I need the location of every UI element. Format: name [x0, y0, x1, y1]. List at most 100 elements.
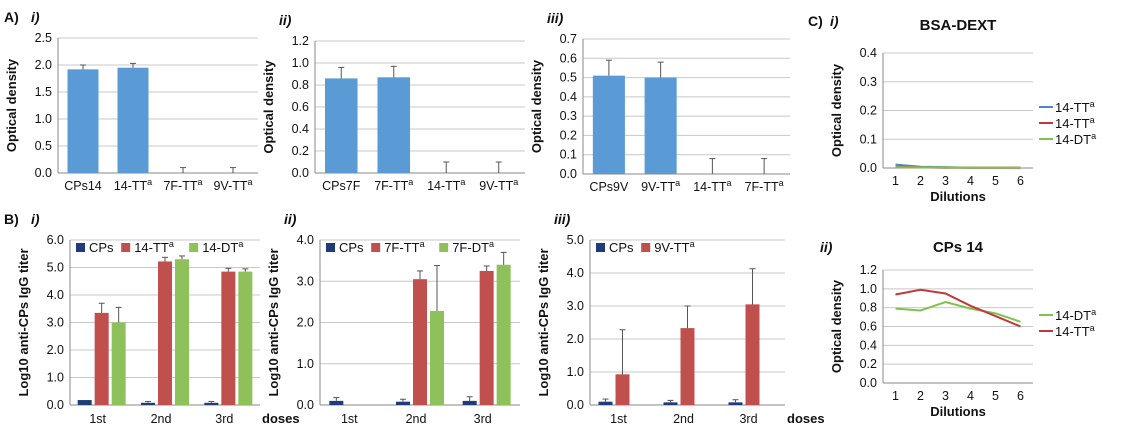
x-tick-label: 14-TTa [427, 177, 465, 193]
y-tick-label: 6.0 [47, 233, 64, 247]
bar [396, 401, 410, 405]
x-tick-label: 14-TTa [114, 177, 152, 193]
y-axis-label: Optical density [829, 279, 844, 373]
legend-label: 14-TTa [134, 239, 174, 255]
legend-swatch [641, 243, 651, 252]
x-tick-label: 1 [892, 174, 899, 188]
x-tick-label: CPs14 [64, 179, 102, 193]
panel-label: C) [808, 13, 823, 29]
bar [117, 67, 149, 173]
x-axis-label: doses [787, 411, 825, 426]
bar [329, 400, 344, 405]
y-tick-label: 0.4 [292, 122, 309, 136]
legend-swatch [76, 243, 85, 252]
bar [77, 400, 92, 405]
y-tick-label: 1.0 [292, 56, 309, 70]
x-tick-label: 6 [1017, 174, 1024, 188]
x-tick-label: 3rd [215, 412, 233, 426]
legend-label: 14-DTa [1055, 131, 1096, 147]
x-axis-label: Dilutions [930, 189, 986, 204]
y-axis-label: Optical density [4, 58, 19, 152]
y-tick-label: 0.2 [860, 357, 877, 371]
legend-swatch [326, 243, 335, 252]
bar [430, 310, 444, 405]
y-tick-label: 3.0 [47, 316, 64, 330]
bar [479, 270, 494, 405]
y-tick-label: 2.0 [47, 343, 64, 357]
bar [663, 402, 678, 405]
y-axis-label: Optical density [829, 63, 844, 157]
y-axis-label: Optical density [529, 59, 544, 153]
x-tick-label: 7F-TTa [745, 178, 784, 194]
legend-label: CPs [89, 240, 114, 255]
x-tick-label: 6 [1017, 389, 1024, 403]
y-tick-label: 0.0 [47, 398, 64, 412]
y-tick-label: 0.2 [860, 104, 877, 118]
y-tick-label: 0.4 [560, 90, 577, 104]
x-tick-label: 2 [917, 389, 924, 403]
bar [158, 261, 172, 405]
y-tick-label: 0.1 [560, 148, 577, 162]
x-axis-label: doses [262, 411, 300, 426]
chart-title: BSA-DEXT [920, 17, 997, 34]
y-tick-label: 0.0 [860, 376, 877, 390]
y-tick-label: 0.8 [292, 78, 309, 92]
legend-swatch [121, 243, 131, 252]
bar [141, 402, 155, 405]
subpanel-label: iii) [547, 10, 564, 26]
legend-label: 14-TTa [1055, 99, 1095, 115]
bar [111, 322, 126, 405]
bar [94, 312, 109, 405]
legend-label: 14-TTa [1055, 323, 1095, 339]
x-axis-label: Dilutions [930, 404, 986, 419]
bar [221, 271, 236, 405]
subpanel-label: ii) [279, 12, 292, 28]
y-tick-label: 2.5 [35, 31, 52, 45]
x-tick-label: 3rd [739, 412, 757, 426]
bar [67, 69, 99, 173]
chart-b-i: 0.0 1.0 2.0 3.0 4.0 5.0 6.0 Log10 anti-CPs IgG … [4, 211, 300, 426]
bar [745, 304, 760, 405]
y-tick-label: 0.6 [860, 320, 877, 334]
series-line [895, 300, 1021, 323]
x-tick-label: 9V-TTa [479, 177, 518, 193]
y-tick-label: 1.0 [567, 365, 584, 379]
y-tick-label: 5.0 [47, 261, 64, 275]
legend-label: CPs [339, 240, 364, 255]
bar [598, 401, 613, 405]
y-tick-label: 0.3 [560, 109, 577, 123]
y-tick-label: 0.7 [560, 32, 577, 46]
legend-label: 7F-DTa [452, 239, 494, 255]
y-tick-label: 0.1 [860, 132, 877, 146]
y-tick-label: 1.0 [47, 371, 64, 385]
x-tick-label: 14-TTa [693, 178, 731, 194]
x-tick-label: 1st [610, 412, 627, 426]
x-tick-label: 5 [992, 389, 999, 403]
bar [615, 374, 630, 405]
subpanel-label: ii) [284, 211, 297, 227]
bar [592, 75, 625, 174]
x-tick-label: 7F-TTa [374, 177, 413, 193]
series-line [895, 288, 1021, 328]
y-axis-label: Optical density [261, 60, 276, 154]
chart-b-ii: 0.0 1.0 2.0 3.0 4.0 Log10 anti-CPs IgG titer i… [266, 211, 520, 426]
legend-swatch [189, 243, 199, 252]
legend-label: 14-DTa [1055, 307, 1096, 323]
chart-a-i: 0.0 0.5 1.0 1.5 2.0 2.5 Optical density A) i) CPs… [4, 9, 258, 193]
y-tick-label: 4.0 [47, 288, 64, 302]
x-tick-label: 9V-TTa [213, 177, 252, 193]
y-tick-label: 4.0 [567, 266, 584, 280]
subpanel-label: i) [31, 211, 40, 227]
chart-a-ii: 0.0 0.2 0.4 0.6 0.8 1.0 1.2 Optical density ii) C… [261, 12, 525, 193]
panel-label: B) [4, 211, 19, 227]
y-tick-label: 2.0 [35, 58, 52, 72]
legend-label: CPs [609, 240, 634, 255]
legend-label: 9V-TTa [654, 239, 694, 255]
y-tick-label: 0.6 [560, 51, 577, 65]
chart-b-iii: 0.0 1.0 2.0 3.0 4.0 5.0 Log10 anti-CPs IgG tit… [536, 211, 825, 426]
y-tick-label: 1.0 [297, 357, 314, 371]
x-tick-label: 1st [341, 412, 358, 426]
subpanel-label: i) [830, 13, 839, 29]
x-tick-label: 2nd [673, 412, 694, 426]
y-tick-label: 0.2 [292, 144, 309, 158]
